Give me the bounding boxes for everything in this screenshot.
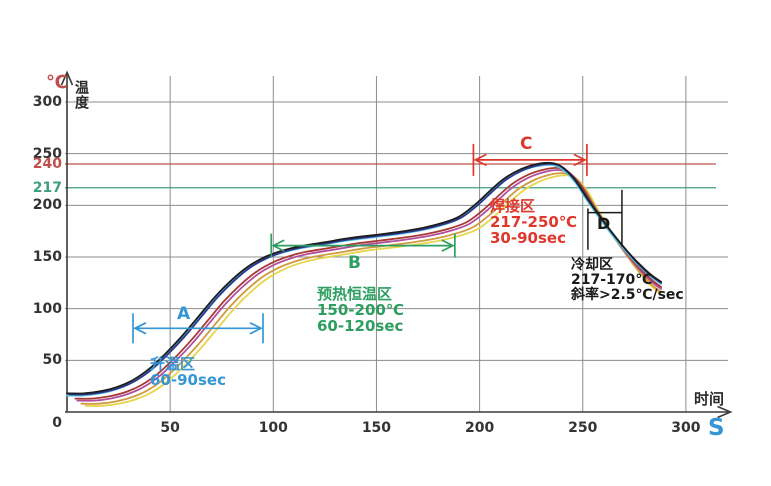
x-tick-label-100: 100	[258, 420, 288, 436]
x-tick-label-200: 200	[464, 420, 495, 436]
y-axis-unit-label: ℃	[46, 72, 68, 93]
x-tick-label-50: 50	[160, 420, 180, 436]
y-axis-title: 温度	[73, 80, 89, 110]
zone-a-name: 升温区	[150, 355, 196, 373]
zone-d-slope: 斜率>2.5℃/sec	[571, 287, 684, 303]
zone-a-spec: 60-90sec	[150, 371, 226, 389]
cooling-slope-marker-D	[587, 189, 623, 250]
y-tick-label-0: 0	[52, 415, 62, 431]
zone-b-temp-range: 150-200℃	[317, 301, 405, 319]
y-tick-label-200: 200	[32, 197, 62, 214]
zone-c-annotation: 焊接区 217-250℃ 30-90sec	[490, 198, 577, 246]
y-ref-label-240: 240	[32, 156, 62, 172]
zone-b-time-range: 60-120sec	[317, 317, 404, 335]
zone-b-annotation: 预热恒温区 150-200℃ 60-120sec	[317, 286, 404, 334]
x-tick-label-250: 250	[568, 420, 598, 436]
zone-d-label: D	[597, 214, 611, 233]
y-tick-label-300: 300	[32, 94, 62, 110]
y-ref-label-217: 217	[32, 179, 62, 196]
y-tick-label-150: 150	[32, 249, 62, 265]
zone-c-temp-range: 217-250℃	[490, 213, 578, 231]
y-tick-label-100: 100	[32, 300, 62, 317]
y-tick-label-250: 250	[32, 145, 62, 162]
zone-d-name: 冷却区	[571, 257, 613, 273]
x-tick-label-300: 300	[671, 420, 701, 436]
profile-yellow-curve	[84, 174, 662, 407]
x-axis-unit-label: S	[708, 415, 725, 441]
profile-black-curve	[66, 161, 662, 395]
zone-c-time-range: 30-90sec	[490, 229, 566, 247]
zone-b-name: 预热恒温区	[317, 285, 393, 303]
zone-c-name: 焊接区	[490, 197, 536, 215]
zone-d-temp-range: 217-170℃	[571, 272, 653, 288]
zone-d-annotation: 冷却区 217-170℃ 斜率>2.5℃/sec	[571, 258, 684, 303]
zone-a-annotation: 升温区 60-90sec	[150, 356, 226, 388]
y-tick-label-50: 50	[42, 352, 62, 369]
zone-c-label: C	[520, 134, 533, 154]
zone-b-label: B	[348, 253, 361, 273]
zone-a-label: A	[177, 304, 191, 324]
x-axis-title: 时间	[694, 390, 725, 408]
x-tick-label-150: 150	[361, 420, 392, 436]
range-arrow-C	[472, 143, 588, 176]
axes	[60, 70, 733, 419]
range-arrow-B	[270, 233, 456, 258]
range-arrow-A	[132, 313, 264, 344]
